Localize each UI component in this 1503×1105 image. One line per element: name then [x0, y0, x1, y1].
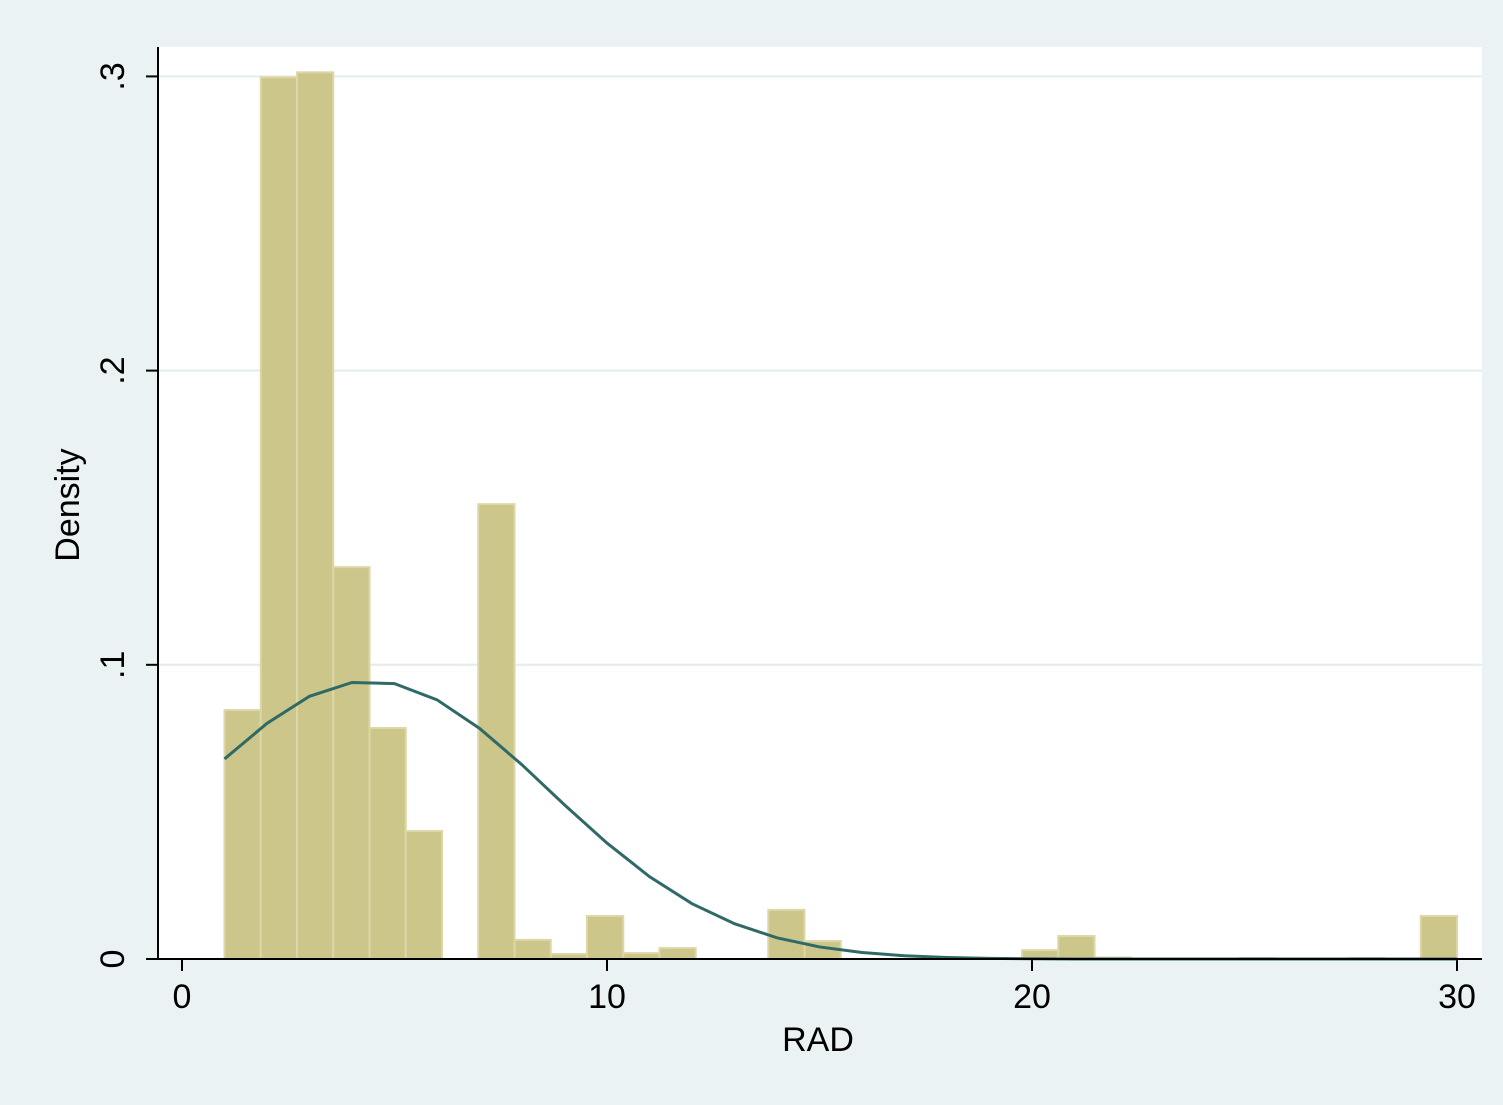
- bar: [513, 938, 552, 961]
- bar: [296, 71, 335, 960]
- x-tick-label: 20: [1013, 978, 1051, 1016]
- x-axis-title: RAD: [782, 1021, 854, 1059]
- x-tick-label: 10: [588, 978, 626, 1016]
- x-tick-label: 30: [1438, 978, 1476, 1016]
- y-tick-label: .1: [94, 651, 132, 679]
- y-tick-label: .3: [94, 62, 132, 90]
- bar: [658, 947, 697, 961]
- y-tick-label: .2: [94, 356, 132, 384]
- x-tick-label: 0: [173, 978, 192, 1016]
- bar: [259, 76, 299, 960]
- y-tick-label: 0: [94, 950, 132, 969]
- bar: [332, 566, 371, 961]
- bar: [1057, 935, 1096, 961]
- bar: [585, 915, 625, 960]
- bar: [1419, 915, 1459, 960]
- bar: [404, 830, 444, 961]
- y-axis-title: Density: [49, 448, 87, 561]
- bar: [767, 908, 806, 961]
- bar: [368, 727, 407, 960]
- bar: [223, 709, 262, 960]
